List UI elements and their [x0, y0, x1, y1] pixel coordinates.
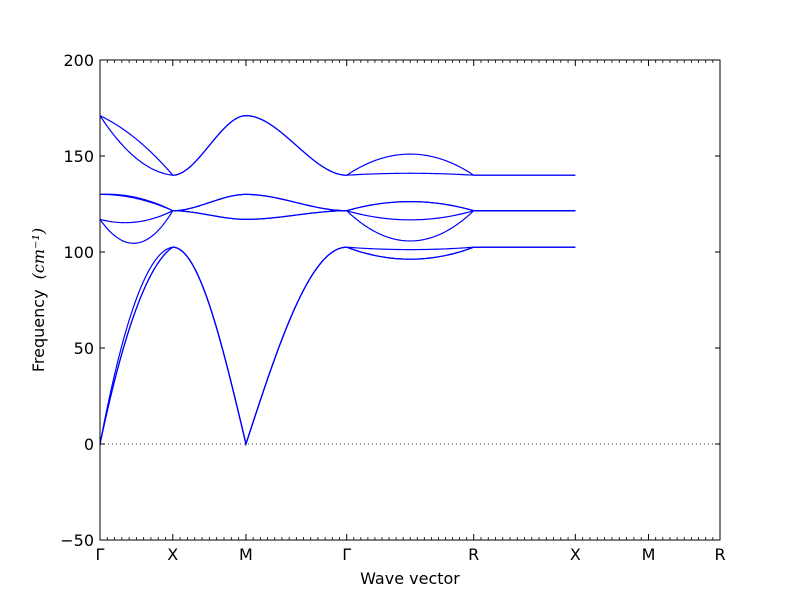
y-tick-label: −50 [60, 531, 94, 550]
y-tick-label: 100 [63, 243, 94, 262]
x-tick-label: X [570, 545, 581, 564]
y-tick-label: 150 [63, 147, 94, 166]
branch-line-2 [99, 246, 576, 447]
x-tick-label: Γ [342, 545, 351, 564]
branch-line-1 [99, 246, 576, 447]
y-axis-label: Frequency (cm⁻¹) [29, 228, 48, 372]
x-tick-label: M [642, 545, 656, 564]
y-tick-label: 50 [74, 339, 94, 358]
x-axis-label: Wave vector [360, 569, 460, 588]
y-axis-unit: (cm⁻¹) [29, 228, 48, 279]
y-axis-label-text: Frequency [29, 289, 48, 372]
branch-line-7 [99, 193, 576, 212]
branch-lines [99, 115, 576, 447]
x-tick-label: R [714, 545, 725, 564]
y-tick-label: 200 [63, 51, 94, 70]
axis-ticks [99, 59, 721, 541]
branch-line-6 [100, 193, 576, 212]
plot-frame [99, 59, 721, 541]
branch-line-8 [99, 115, 576, 176]
branch-line-9 [99, 115, 576, 176]
y-tick-label: 0 [84, 435, 94, 454]
x-tick-label: X [167, 545, 178, 564]
branch-line-5 [99, 210, 576, 244]
x-tick-label: R [468, 545, 479, 564]
x-tick-label: Γ [96, 545, 105, 564]
branch-line-3 [99, 246, 576, 447]
x-tick-label: M [239, 545, 253, 564]
tick-labels: −50 0 50 100 150 200 Γ X M Γ R X M R [60, 51, 725, 564]
